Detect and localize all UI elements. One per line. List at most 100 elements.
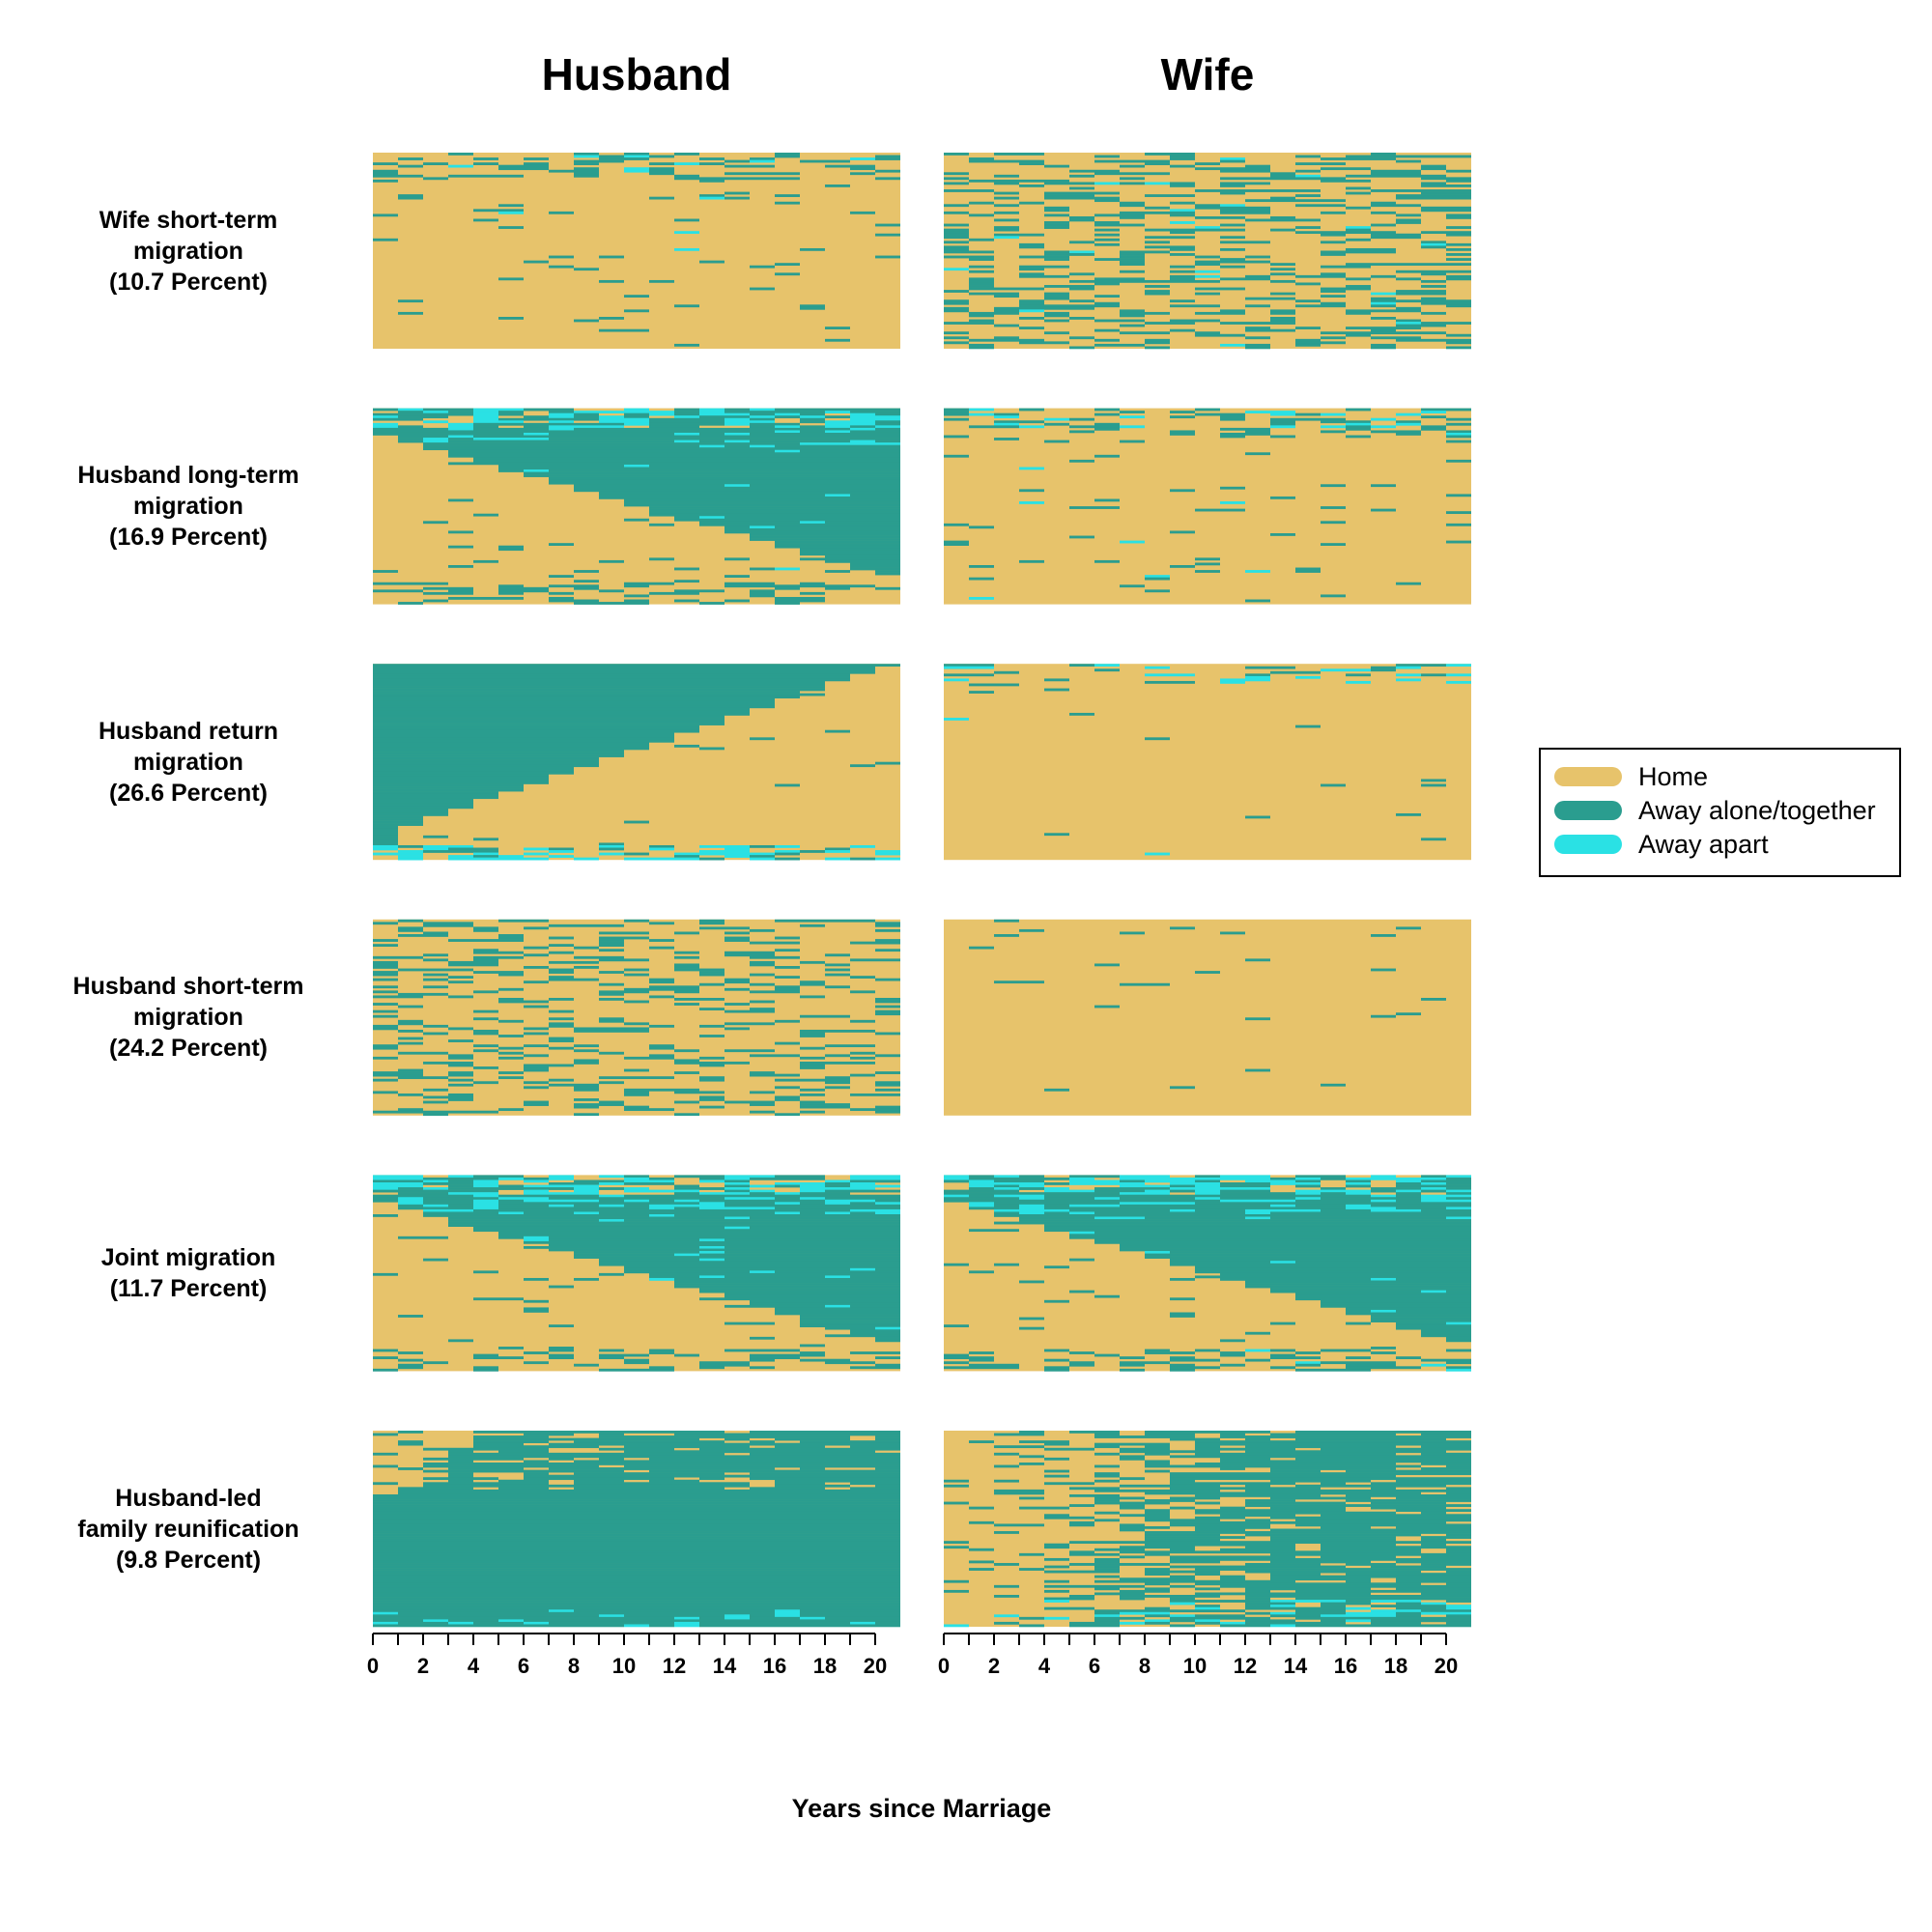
sequence-spell [423,1095,473,1099]
sequence-spell [624,1088,699,1092]
sequence-spell [969,691,994,694]
sequence-spell [750,526,775,529]
sequence-spell [1346,1356,1371,1360]
sequence-spell [1094,422,1120,426]
sequence-spell [1094,1240,1471,1244]
panel-wife-cluster-5 [944,1175,1471,1372]
sequence-spell [750,855,775,858]
sequence-spell [1145,852,1170,856]
sequence-spell [994,1464,1019,1468]
sequence-spell [599,1219,624,1222]
sequence-spell [1396,1356,1421,1360]
tick-label: 14 [713,1654,737,1678]
sequence-spell [1446,1548,1471,1551]
sequence-spell [448,939,524,942]
sequence-spell [699,521,800,525]
sequence-spell [624,422,649,426]
sequence-spell [1321,484,1346,488]
sequence-spell [1069,1541,1471,1545]
sequence-spell [1195,1493,1321,1497]
panel-husband-cluster-3 [373,664,900,861]
sequence-spell [373,213,398,217]
sequence-spell [498,1108,524,1112]
sequence-spell [398,164,423,168]
sequence-spell [1170,164,1195,168]
sequence-spell [1094,277,1145,281]
sequence-spell [524,1068,549,1072]
sequence-spell [549,481,900,485]
sequence-spell [1195,255,1220,259]
sequence-spell [1270,1536,1396,1539]
sequence-spell [1321,420,1371,424]
sequence-spell [1245,304,1270,308]
sequence-spell [373,808,448,811]
sequence-spell [1195,1202,1471,1206]
sequence-spell [825,1616,900,1620]
sequence-spell [423,847,448,851]
sequence-spell [1120,1457,1145,1461]
sequence-spell [1145,245,1195,249]
sequence-spell [1195,412,1245,416]
sequence-spell [649,1624,674,1628]
sequence-spell [1371,1506,1446,1510]
sequence-spell [1396,277,1421,281]
sequence-spell [1019,1326,1044,1330]
sequence-spell [1321,1602,1371,1605]
sequence-spell [1245,1445,1396,1449]
sequence-spell [825,1076,850,1080]
sequence-spell [1195,1447,1295,1451]
sequence-spell [599,958,649,962]
sequence-spell [1220,184,1245,187]
sequence-spell [750,1226,900,1230]
sequence-spell [850,1073,875,1077]
sequence-spell [373,1056,398,1060]
sequence-spell [1019,1455,1044,1459]
sequence-spell [875,1621,900,1625]
sequence-spell [1094,1548,1145,1551]
sequence-spell [699,179,724,183]
sequence-spell [825,1197,900,1201]
sequence-spell [498,1347,524,1350]
sequence-spell [1145,1253,1471,1257]
sequence-spell [699,922,724,925]
sequence-spell [1220,1363,1245,1367]
sequence-spell [750,1440,775,1443]
sequence-spell [969,946,994,950]
sequence-spell [1094,559,1120,563]
sequence-spell [1120,1368,1145,1372]
sequence-spell [448,1071,473,1074]
sequence-spell [1270,1204,1295,1208]
sequence-spell [1094,1435,1195,1438]
sequence-spell [448,435,473,439]
sequence-spell [473,1066,498,1069]
sequence-spell [1295,338,1321,342]
sequence-spell [825,963,850,967]
sequence-spell [1346,435,1371,439]
sequence-spell [373,830,398,834]
sequence-spell [775,949,800,952]
sequence-spell [1145,1614,1170,1618]
sequence-spell [1295,226,1321,229]
sequence-spell [1069,1175,1120,1179]
sequence-spell [524,1081,549,1085]
sequence-spell [1371,1277,1396,1281]
sequence-spell [1044,688,1069,692]
sequence-spell [724,951,775,954]
sequence-spell [373,172,398,176]
sequence-spell [448,960,498,964]
sequence-spell [1094,1557,1120,1561]
sequence-spell [373,169,398,173]
sequence-spell [1346,1309,1371,1313]
sequence-spell [524,408,574,412]
sequence-spell [423,442,800,445]
sequence-spell [1245,1358,1270,1362]
sequence-spell [373,939,398,942]
sequence-spell [1170,530,1195,534]
panel-husband-cluster-2 [373,408,900,605]
sequence-spell [624,968,649,972]
sequence-spell [624,1108,674,1112]
sequence-spell [724,953,775,957]
sequence-spell [649,985,699,989]
sequence-spell [825,968,850,972]
sequence-spell [1019,272,1044,276]
